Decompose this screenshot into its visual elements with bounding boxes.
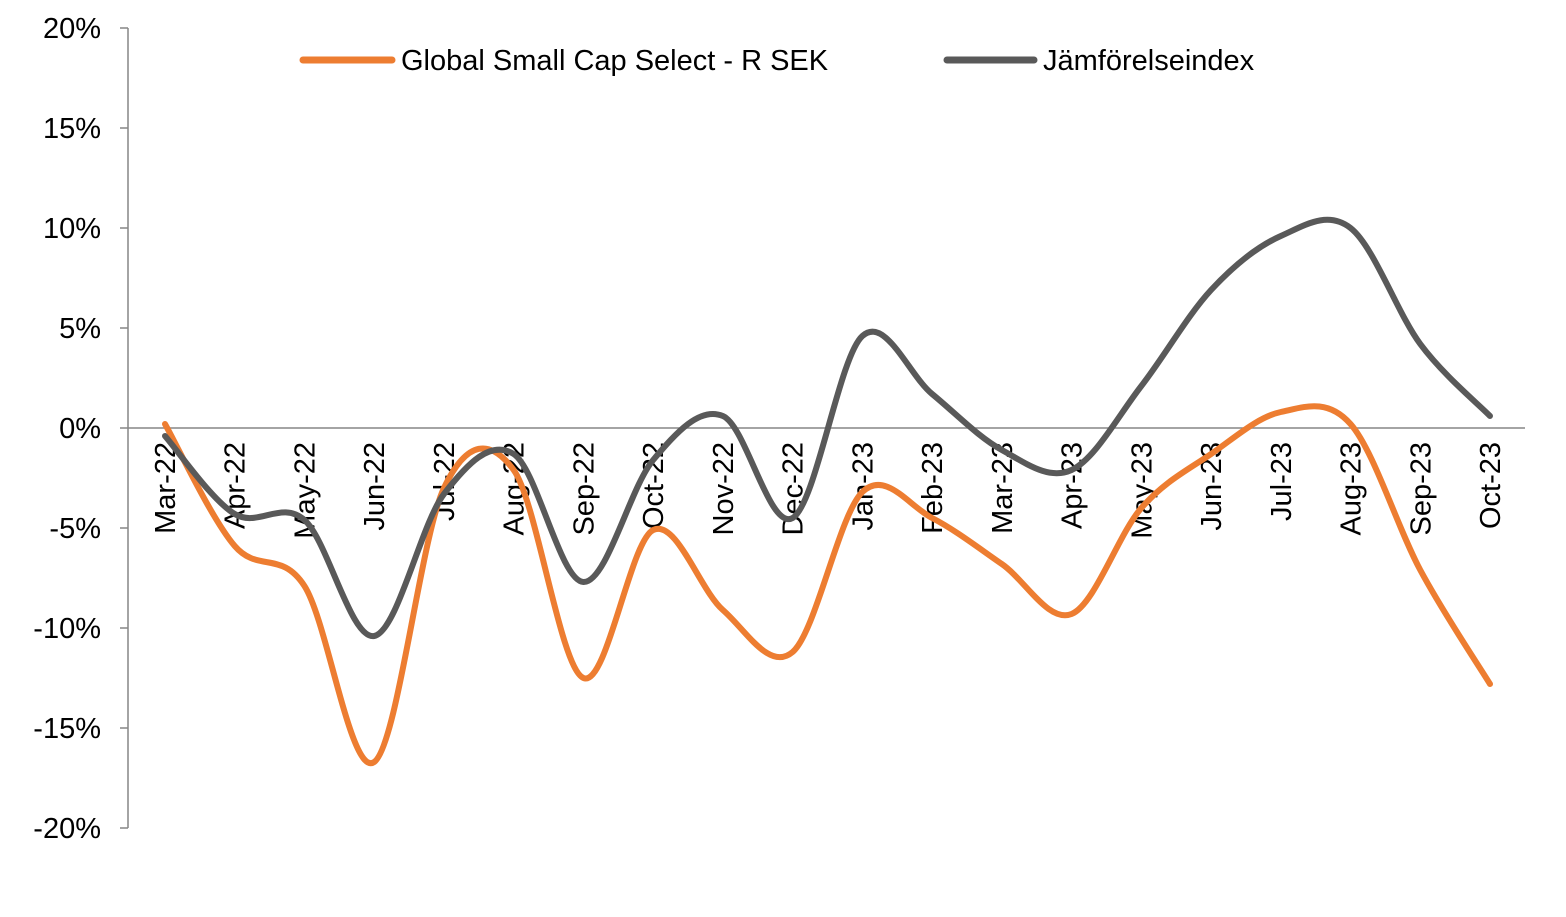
series-line-1 — [162, 403, 1493, 767]
legend: Global Small Cap Select - R SEK Jämförels… — [299, 45, 1255, 77]
y-tick-label: -20% — [33, 813, 101, 845]
x-tick-label: Jun-22 — [359, 442, 391, 531]
y-tick-label: 10% — [43, 213, 101, 245]
x-tick-label: Apr-23 — [1057, 442, 1089, 529]
y-axis-ticks: -20% -15% -10% -5% 0% 5% 10% 15% 20% — [33, 13, 128, 845]
series-line-2 — [162, 216, 1493, 639]
y-tick-label: 15% — [43, 113, 101, 145]
x-tick-label: Mar-22 — [150, 442, 182, 534]
y-tick-label: -15% — [33, 713, 101, 745]
legend-label-2: Jämförelseindex — [1043, 45, 1255, 77]
x-tick-label: Aug-23 — [1336, 442, 1368, 536]
x-tick-label: Dec-22 — [778, 442, 810, 536]
legend-label-1: Global Small Cap Select - R SEK — [401, 45, 829, 77]
x-tick-label: Sep-22 — [568, 442, 600, 536]
y-tick-label: 0% — [59, 413, 101, 445]
series-layer — [162, 216, 1493, 767]
x-axis-ticks: Mar-22 Apr-22 May-22 Jun-22 Jul-22 Aug-22 Sep-… — [150, 442, 1507, 539]
x-tick-label: Nov-22 — [708, 442, 740, 536]
y-tick-label: -10% — [33, 613, 101, 645]
y-tick-label: 5% — [59, 313, 101, 345]
x-tick-label: Oct-23 — [1475, 442, 1507, 529]
y-tick-label: -5% — [49, 513, 101, 545]
x-tick-label: Sep-23 — [1405, 442, 1437, 536]
y-tick-label: 20% — [43, 13, 101, 45]
x-tick-label: Jul-23 — [1266, 442, 1298, 521]
